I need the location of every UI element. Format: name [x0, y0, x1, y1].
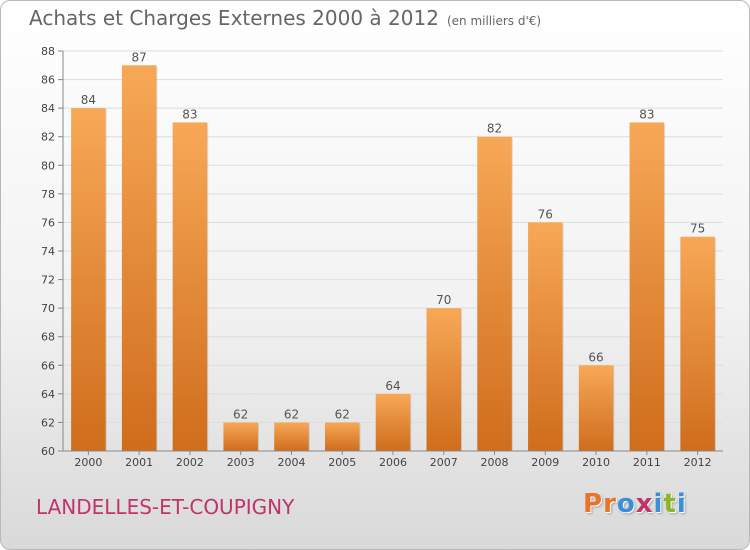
y-tick-label: 78 — [41, 188, 55, 201]
data-label: 62 — [284, 407, 299, 421]
logo-letter: o — [616, 489, 636, 519]
y-tick-label: 82 — [41, 131, 55, 144]
x-tick-label: 2005 — [328, 456, 356, 469]
x-tick-label: 2003 — [227, 456, 255, 469]
y-tick-label: 60 — [41, 445, 55, 458]
proxiti-logo: Proxiti — [583, 489, 687, 519]
logo-letter: r — [603, 489, 617, 519]
chart-title-text: Achats et Charges Externes 2000 à 2012 — [29, 6, 439, 30]
data-label: 66 — [588, 350, 603, 364]
bar — [680, 236, 715, 451]
y-tick-label: 74 — [41, 245, 55, 258]
y-tick-label: 76 — [41, 216, 55, 229]
logo-letter: x — [635, 489, 654, 519]
y-tick-label: 88 — [41, 45, 55, 58]
x-tick-label: 2002 — [176, 456, 204, 469]
x-tick-label: 2010 — [582, 456, 610, 469]
bar — [375, 393, 411, 451]
logo-letter: i — [653, 489, 664, 519]
y-tick-label: 62 — [41, 416, 55, 429]
bar — [274, 422, 309, 451]
bar — [477, 136, 512, 451]
data-label: 70 — [436, 293, 451, 307]
data-label: 64 — [385, 379, 400, 393]
data-label: 87 — [132, 50, 147, 64]
logo-letter: t — [663, 489, 677, 519]
chart-unit: (en milliers d'€) — [446, 14, 542, 28]
y-tick-label: 66 — [41, 359, 55, 372]
x-tick-label: 2011 — [633, 456, 661, 469]
data-label: 62 — [335, 407, 350, 421]
y-tick-label: 86 — [41, 74, 55, 87]
data-label: 62 — [233, 407, 248, 421]
x-tick-label: 2009 — [531, 456, 559, 469]
bar — [121, 65, 157, 452]
data-label: 83 — [182, 107, 197, 121]
bar — [629, 122, 665, 451]
x-tick-label: 2008 — [481, 456, 509, 469]
data-label: 84 — [81, 93, 96, 107]
chart-title: Achats et Charges Externes 2000 à 2012 (e… — [29, 6, 541, 30]
data-label: 75 — [690, 222, 705, 236]
bar — [172, 122, 208, 451]
x-tick-label: 2012 — [684, 456, 712, 469]
x-tick-label: 2004 — [277, 456, 305, 469]
x-tick-label: 2007 — [430, 456, 458, 469]
y-tick-label: 70 — [41, 302, 55, 315]
y-tick-label: 80 — [41, 159, 55, 172]
logo-letter: P — [583, 489, 604, 519]
y-tick-label: 64 — [41, 388, 55, 401]
y-tick-label: 84 — [41, 102, 55, 115]
data-label: 83 — [639, 107, 654, 121]
bar — [324, 422, 360, 451]
bar — [71, 108, 106, 452]
bar — [578, 365, 614, 451]
y-tick-label: 68 — [41, 331, 55, 344]
data-label: 76 — [538, 207, 553, 221]
bar — [426, 308, 462, 451]
bar — [223, 422, 258, 451]
x-tick-label: 2006 — [379, 456, 407, 469]
x-tick-label: 2000 — [74, 456, 102, 469]
logo-letter: i — [676, 489, 687, 519]
x-tick-label: 2001 — [125, 456, 153, 469]
commune-name: LANDELLES-ET-COUPIGNY — [36, 495, 295, 519]
bar — [528, 222, 563, 451]
data-label: 82 — [487, 122, 502, 136]
y-tick-label: 72 — [41, 274, 55, 287]
